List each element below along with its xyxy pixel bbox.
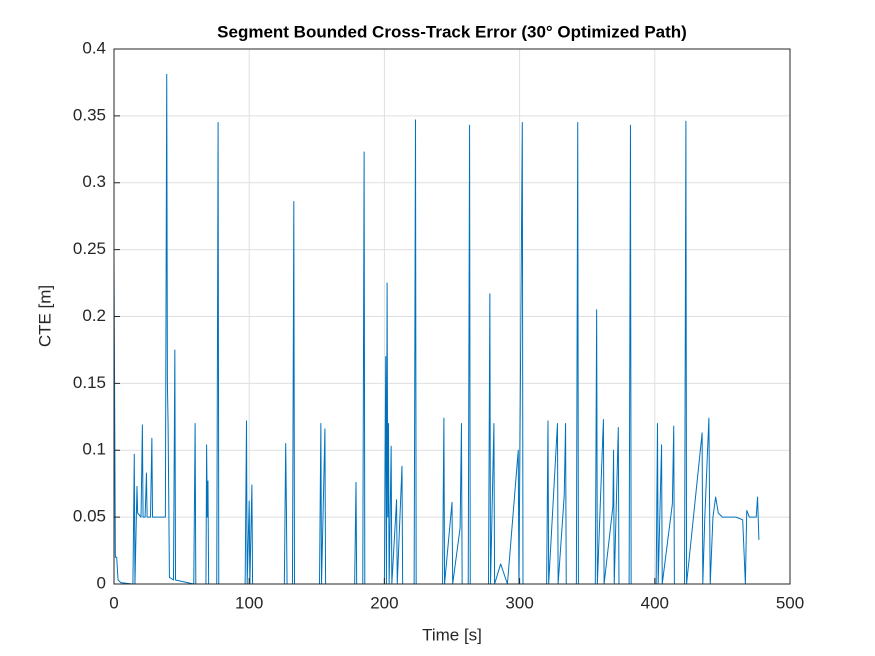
y-tick-label: 0.25 xyxy=(73,239,106,258)
y-tick-label: 0.2 xyxy=(82,306,106,325)
y-tick-label: 0.15 xyxy=(73,373,106,392)
y-tick-label: 0.4 xyxy=(82,38,106,57)
x-tick-label: 300 xyxy=(505,593,533,612)
x-tick-label: 400 xyxy=(641,593,669,612)
y-tick-label: 0.1 xyxy=(82,440,106,459)
y-tick-label: 0.35 xyxy=(73,105,106,124)
x-tick-label: 200 xyxy=(370,593,398,612)
y-tick-label: 0.05 xyxy=(73,507,106,526)
y-axis-label: CTE [m] xyxy=(35,285,54,347)
x-axis-label: Time [s] xyxy=(422,625,482,644)
x-tick-label: 100 xyxy=(235,593,263,612)
chart-title: Segment Bounded Cross-Track Error (30° O… xyxy=(217,22,687,41)
y-tick-label: 0 xyxy=(97,573,106,592)
x-tick-label: 500 xyxy=(776,593,804,612)
x-tick-label: 0 xyxy=(109,593,118,612)
ticks: 0 100 200 300 400 500 0 0.05 0.1 0.15 0.2 0.25 0.3 0.… xyxy=(73,38,804,612)
y-tick-label: 0.3 xyxy=(82,172,106,191)
